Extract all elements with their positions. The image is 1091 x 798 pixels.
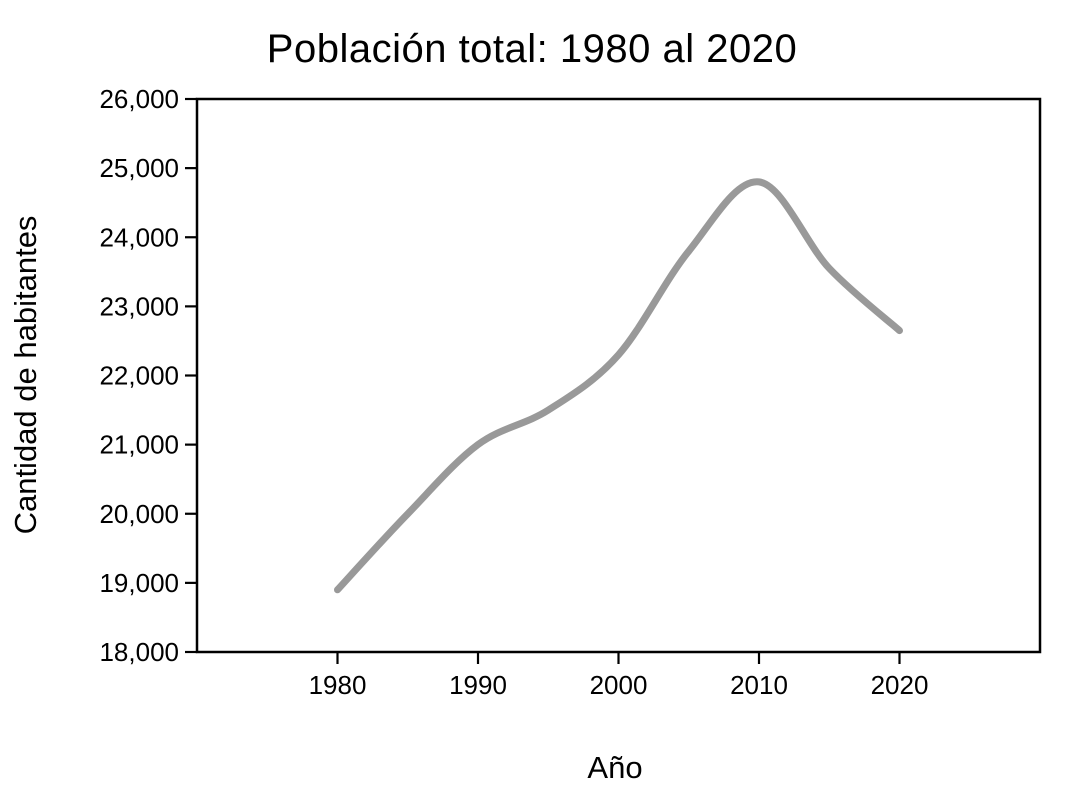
y-tick-label: 21,000 (99, 430, 179, 460)
y-tick-label: 19,000 (99, 568, 179, 598)
y-axis-label: Cantidad de habitantes (8, 216, 43, 535)
x-tick-label: 2010 (730, 670, 788, 700)
x-tick-label: 2020 (871, 670, 929, 700)
chart-title: Población total: 1980 al 2020 (267, 27, 797, 71)
plot-frame (195, 97, 1042, 654)
y-tick-label: 20,000 (99, 499, 179, 529)
y-axis-ticks: 18,000 19,000 20,000 21,000 22,000 23,000 24,0… (99, 84, 197, 667)
x-axis-label: Año (587, 750, 642, 785)
x-axis-ticks: 1980 1990 2000 2010 2020 (309, 652, 929, 700)
y-tick-label: 26,000 (99, 84, 179, 114)
y-tick-label: 18,000 (99, 637, 179, 667)
y-tick-label: 23,000 (99, 291, 179, 321)
y-tick-label: 24,000 (99, 222, 179, 252)
x-tick-label: 2000 (590, 670, 648, 700)
x-tick-label: 1990 (449, 670, 507, 700)
y-tick-label: 25,000 (99, 153, 179, 183)
population-line-series (334, 178, 903, 594)
y-tick-label: 22,000 (99, 361, 179, 391)
x-tick-label: 1980 (309, 670, 367, 700)
